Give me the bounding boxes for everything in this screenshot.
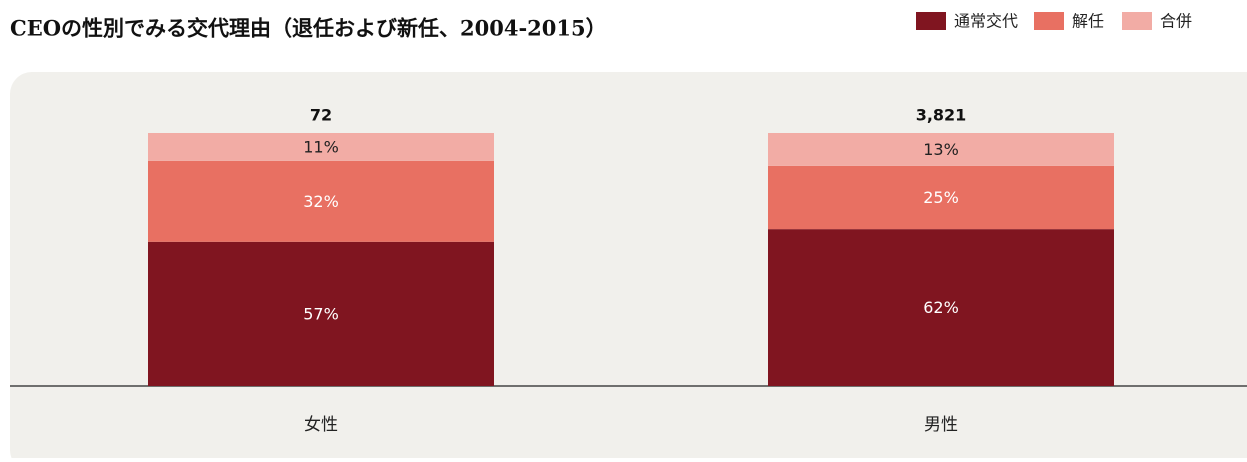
legend-label: 解任 — [1072, 12, 1104, 31]
data-label: 32% — [303, 192, 339, 211]
bar-segment — [768, 165, 1114, 230]
legend-label: 通常交代 — [954, 12, 1018, 31]
bar-segment — [148, 241, 494, 386]
data-label: 57% — [303, 304, 339, 323]
bar-segment — [148, 160, 494, 242]
x-tick-label: 男性 — [924, 415, 958, 435]
bar-segment — [148, 133, 494, 161]
bar-segment — [768, 133, 1114, 166]
data-label: 62% — [923, 298, 959, 317]
legend-label: 合併 — [1160, 12, 1192, 31]
legend-swatch — [1034, 12, 1064, 30]
x-tick-label: 女性 — [304, 415, 338, 435]
total-label: 3,821 — [916, 106, 967, 125]
data-label: 25% — [923, 188, 959, 207]
legend-swatch — [916, 12, 946, 30]
total-label: 72 — [310, 106, 332, 125]
data-label: 11% — [303, 137, 339, 156]
data-label: 13% — [923, 140, 959, 159]
bar-segment — [768, 229, 1114, 386]
chart-title: CEOの性別でみる交代理由（退任および新任、2004-2015） — [10, 16, 607, 41]
legend-swatch — [1122, 12, 1152, 30]
